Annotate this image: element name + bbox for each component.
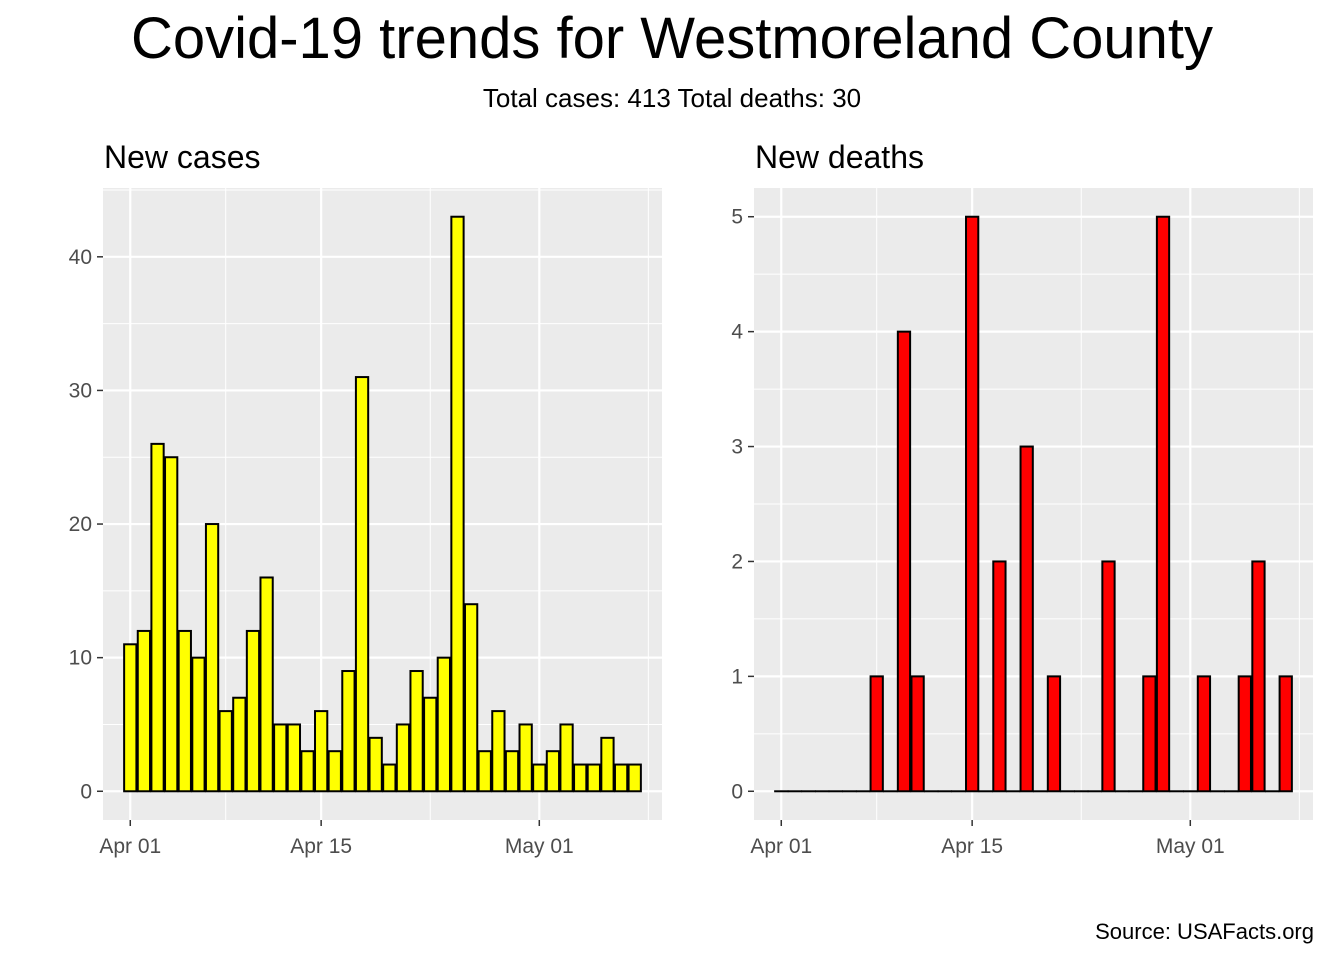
y-tick-label: 4 xyxy=(731,321,743,344)
deaths-bar xyxy=(1046,675,1062,793)
x-tick-label: May 01 xyxy=(1156,835,1225,858)
cases-bar xyxy=(204,523,220,793)
cases-bar xyxy=(477,750,492,793)
chart-subtitle: Total cases: 413 Total deaths: 30 xyxy=(482,83,862,113)
x-tick-label: Apr 15 xyxy=(941,835,1003,858)
cases-bar xyxy=(368,736,383,793)
cases-bar xyxy=(136,629,152,793)
y-tick-label: 20 xyxy=(69,513,92,536)
cases-bar xyxy=(613,763,629,793)
cases-bar xyxy=(463,603,479,793)
cases-bar xyxy=(450,215,465,793)
deaths-bar xyxy=(1155,215,1171,793)
deaths-bar xyxy=(910,675,925,793)
deaths-bar xyxy=(965,215,980,793)
cases-bar xyxy=(559,723,574,793)
cases-bar xyxy=(395,723,411,793)
cases-bar xyxy=(532,763,547,793)
cases-bar xyxy=(259,576,274,793)
deaths-bar xyxy=(869,675,884,793)
cases-bar xyxy=(245,629,261,793)
cases-bar xyxy=(518,723,533,793)
cases-bar xyxy=(600,736,615,793)
y-tick-label: 2 xyxy=(731,550,743,573)
y-tick-label: 10 xyxy=(69,647,92,670)
y-tick-label: 30 xyxy=(69,379,92,402)
cases-bar xyxy=(164,456,179,793)
y-tick-label: 40 xyxy=(69,246,92,269)
cases-bar xyxy=(504,750,520,793)
deaths-bar xyxy=(992,560,1007,793)
deaths-bar xyxy=(1142,675,1157,793)
cases-bar xyxy=(382,763,397,793)
deaths-bar xyxy=(1251,560,1266,793)
cases-bar xyxy=(232,696,247,793)
cases-bar xyxy=(273,723,288,793)
cases-bar xyxy=(436,656,451,793)
deaths-bar xyxy=(1019,445,1034,793)
cases-bar xyxy=(354,376,370,793)
chart-title: Covid-19 trends for Westmoreland County xyxy=(130,6,1214,71)
cases-bar xyxy=(177,629,192,793)
cases-bar xyxy=(586,763,601,793)
panel-title-new-deaths: New deaths xyxy=(755,139,924,175)
cases-bar xyxy=(327,750,342,793)
cases-bar xyxy=(409,670,424,793)
cases-bar xyxy=(491,710,506,793)
panel-title-new-cases: New cases xyxy=(104,139,261,175)
y-tick-label: 0 xyxy=(731,780,743,803)
x-tick-label: Apr 01 xyxy=(99,835,161,858)
cases-bar xyxy=(627,763,642,793)
source-caption: Source: USAFacts.org xyxy=(1095,919,1314,944)
panel-new-deaths: 0 1 2 3 4 5 Apr 01 Apr 15 May 01 xyxy=(731,188,1313,858)
x-tick-label: May 01 xyxy=(505,835,574,858)
x-tick-label: Apr 15 xyxy=(290,835,352,858)
y-tick-label: 3 xyxy=(731,436,743,459)
cases-bar xyxy=(218,710,233,793)
cases-bar xyxy=(341,670,356,793)
cases-bar xyxy=(314,710,329,793)
cases-bar xyxy=(545,750,561,793)
deaths-bar xyxy=(1278,675,1293,793)
y-tick-label: 1 xyxy=(731,665,743,688)
cases-bar xyxy=(191,656,206,793)
cases-bar xyxy=(300,750,315,793)
cases-bar xyxy=(123,643,138,793)
y-tick-label: 5 xyxy=(731,206,743,229)
cases-bar xyxy=(423,696,438,793)
cases-bar xyxy=(573,763,588,793)
x-tick-label: Apr 01 xyxy=(750,835,812,858)
deaths-bar xyxy=(1237,675,1252,793)
y-tick-label: 0 xyxy=(80,780,92,803)
cases-bar xyxy=(150,442,165,793)
panel-new-cases: 0 10 20 30 40 Apr 01 Apr 15 May 01 xyxy=(69,188,662,858)
deaths-bar xyxy=(1196,675,1212,793)
deaths-bar xyxy=(1101,560,1116,793)
cases-bar xyxy=(286,723,302,793)
deaths-bar xyxy=(896,330,912,793)
